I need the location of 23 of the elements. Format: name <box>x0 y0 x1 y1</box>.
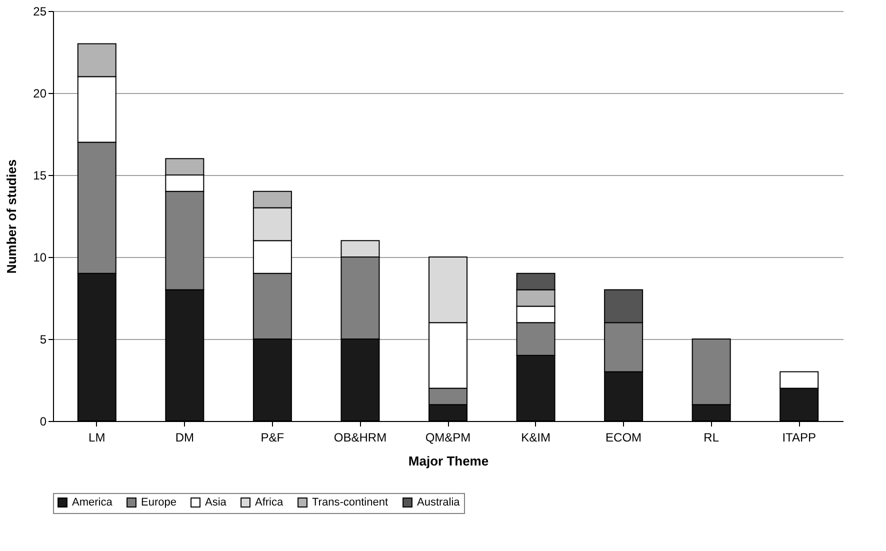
x-tick-label: DM <box>175 430 194 444</box>
x-tick-label: LM <box>88 430 106 444</box>
y-tick-label: 5 <box>40 332 47 346</box>
x-axis-title: Major Theme <box>408 454 489 468</box>
legend-label: America <box>72 496 114 509</box>
legend-label: Asia <box>205 496 228 509</box>
y-axis-title: Number of studies <box>4 159 20 274</box>
legend-label: Australia <box>417 496 461 509</box>
legend-label: Europe <box>141 496 176 509</box>
y-tick-label: 0 <box>40 414 47 428</box>
y-tick-label: 25 <box>33 4 47 18</box>
y-tick-label: 10 <box>33 250 47 264</box>
x-tick-label: OB&HRM <box>334 430 387 444</box>
legend-label: Africa <box>255 496 284 509</box>
x-tick-label: K&IM <box>521 430 550 444</box>
x-tick-label: ITAPP <box>782 430 816 444</box>
y-tick-label: 15 <box>33 168 47 182</box>
x-tick-label: RL <box>704 430 720 444</box>
x-tick-label: P&F <box>260 430 284 444</box>
x-tick-label: ECOM <box>606 430 642 444</box>
y-tick-label: 20 <box>33 86 47 100</box>
x-tick-label: QM&PM <box>425 430 471 444</box>
legend-label: Trans-continent <box>312 496 388 509</box>
